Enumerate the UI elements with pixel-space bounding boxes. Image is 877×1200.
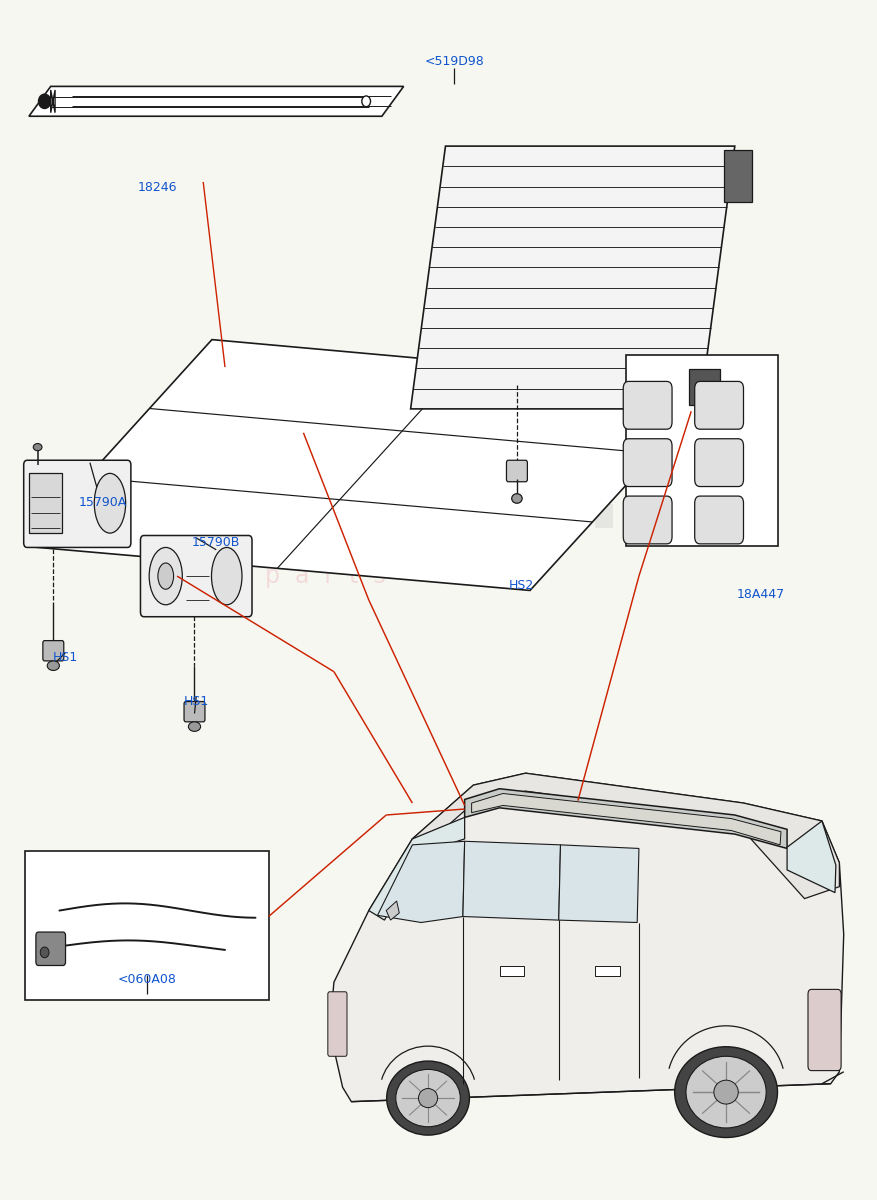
Text: 15790B: 15790B: [192, 536, 240, 550]
Polygon shape: [463, 841, 560, 920]
Ellipse shape: [387, 1061, 469, 1135]
Polygon shape: [386, 901, 399, 920]
Bar: [500, 966, 524, 977]
Ellipse shape: [714, 1080, 738, 1104]
Polygon shape: [724, 150, 752, 203]
Polygon shape: [25, 340, 717, 590]
Ellipse shape: [95, 473, 125, 533]
FancyBboxPatch shape: [695, 496, 744, 544]
Bar: [595, 504, 613, 528]
FancyBboxPatch shape: [328, 991, 347, 1056]
FancyBboxPatch shape: [36, 932, 66, 966]
Ellipse shape: [686, 1056, 766, 1128]
FancyBboxPatch shape: [695, 382, 744, 430]
Bar: [595, 966, 620, 977]
Ellipse shape: [39, 94, 51, 108]
Ellipse shape: [189, 722, 201, 731]
Polygon shape: [559, 845, 639, 923]
Text: 15790A: 15790A: [79, 496, 127, 509]
Text: <519D98: <519D98: [424, 55, 484, 68]
Polygon shape: [51, 90, 55, 113]
Bar: [543, 433, 560, 457]
Polygon shape: [787, 821, 836, 893]
Polygon shape: [377, 841, 465, 923]
Ellipse shape: [362, 96, 370, 107]
Ellipse shape: [40, 947, 49, 958]
Ellipse shape: [396, 1069, 460, 1127]
FancyBboxPatch shape: [140, 535, 252, 617]
Polygon shape: [412, 773, 839, 899]
Text: p  a  r  t  s: p a r t s: [265, 564, 386, 588]
FancyBboxPatch shape: [808, 989, 841, 1070]
Polygon shape: [465, 788, 787, 848]
FancyBboxPatch shape: [624, 496, 672, 544]
Ellipse shape: [33, 444, 42, 451]
Bar: [543, 480, 560, 504]
Ellipse shape: [511, 493, 522, 503]
Bar: [560, 409, 578, 433]
Bar: [525, 504, 543, 528]
FancyBboxPatch shape: [184, 702, 205, 722]
Polygon shape: [410, 146, 735, 409]
Bar: [29, 473, 62, 533]
Text: <060A08: <060A08: [118, 973, 176, 986]
Bar: [525, 409, 543, 433]
Bar: [626, 355, 779, 546]
Text: scuderia: scuderia: [199, 485, 452, 536]
Bar: [578, 480, 595, 504]
Polygon shape: [29, 86, 403, 116]
FancyBboxPatch shape: [624, 382, 672, 430]
Text: HS1: HS1: [53, 650, 78, 664]
Text: 18A447: 18A447: [737, 588, 785, 600]
Bar: [595, 457, 613, 480]
Bar: [560, 457, 578, 480]
Polygon shape: [472, 793, 781, 845]
Ellipse shape: [149, 547, 182, 605]
Ellipse shape: [418, 1088, 438, 1108]
FancyBboxPatch shape: [24, 461, 131, 547]
FancyBboxPatch shape: [695, 439, 744, 486]
Bar: [595, 409, 613, 433]
Ellipse shape: [158, 563, 174, 589]
Bar: [525, 457, 543, 480]
Ellipse shape: [674, 1046, 778, 1138]
Ellipse shape: [211, 547, 242, 605]
FancyBboxPatch shape: [507, 461, 527, 481]
Bar: [578, 433, 595, 457]
Polygon shape: [330, 773, 844, 1102]
Text: HS2: HS2: [509, 580, 534, 592]
FancyBboxPatch shape: [43, 641, 64, 661]
Polygon shape: [688, 370, 720, 406]
Text: HS1: HS1: [183, 695, 209, 708]
Bar: [25, 851, 268, 1000]
Bar: [560, 504, 578, 528]
FancyBboxPatch shape: [624, 439, 672, 486]
Text: 18246: 18246: [139, 181, 178, 194]
Ellipse shape: [47, 661, 60, 671]
Polygon shape: [369, 817, 465, 920]
